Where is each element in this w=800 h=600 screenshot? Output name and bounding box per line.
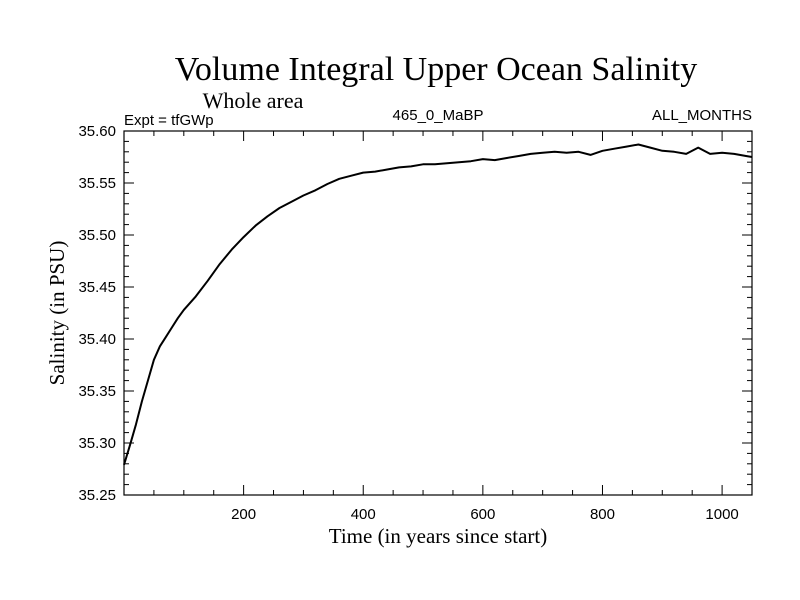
y-tick-label: 35.25 (78, 487, 116, 504)
plot-frame (123, 130, 753, 496)
x-tick-label: 800 (590, 506, 615, 523)
y-tick-label: 35.45 (78, 279, 116, 296)
y-tick-label: 35.40 (78, 331, 116, 348)
x-tick-label: 200 (231, 506, 256, 523)
experiment-label: Expt = tfGWp (124, 112, 214, 129)
y-tick-label: 35.30 (78, 435, 116, 452)
salinity-series-line (123, 143, 753, 466)
chart-subtitle: Whole area (203, 88, 304, 113)
y-axis-label: Salinity (in PSU) (45, 241, 69, 386)
y-tick-label: 35.60 (78, 123, 116, 140)
x-tick-labels: 200 400 600 800 1000 (231, 506, 739, 523)
x-tick-label: 400 (351, 506, 376, 523)
run-label: 465_0_MaBP (393, 107, 484, 124)
months-label: ALL_MONTHS (652, 107, 752, 124)
y-tick-label: 35.35 (78, 383, 116, 400)
axis-ticks (124, 130, 753, 496)
x-tick-label: 600 (470, 506, 495, 523)
y-tick-labels: 35.25 35.30 35.35 35.40 35.45 35.50 35.55 35.60 (78, 123, 116, 504)
chart-title: Volume Integral Upper Ocean Salinity (175, 51, 697, 88)
x-tick-label: 1000 (705, 506, 738, 523)
y-tick-label: 35.55 (78, 175, 116, 192)
y-tick-label: 35.50 (78, 227, 116, 244)
x-axis-label: Time (in years since start) (329, 524, 548, 548)
